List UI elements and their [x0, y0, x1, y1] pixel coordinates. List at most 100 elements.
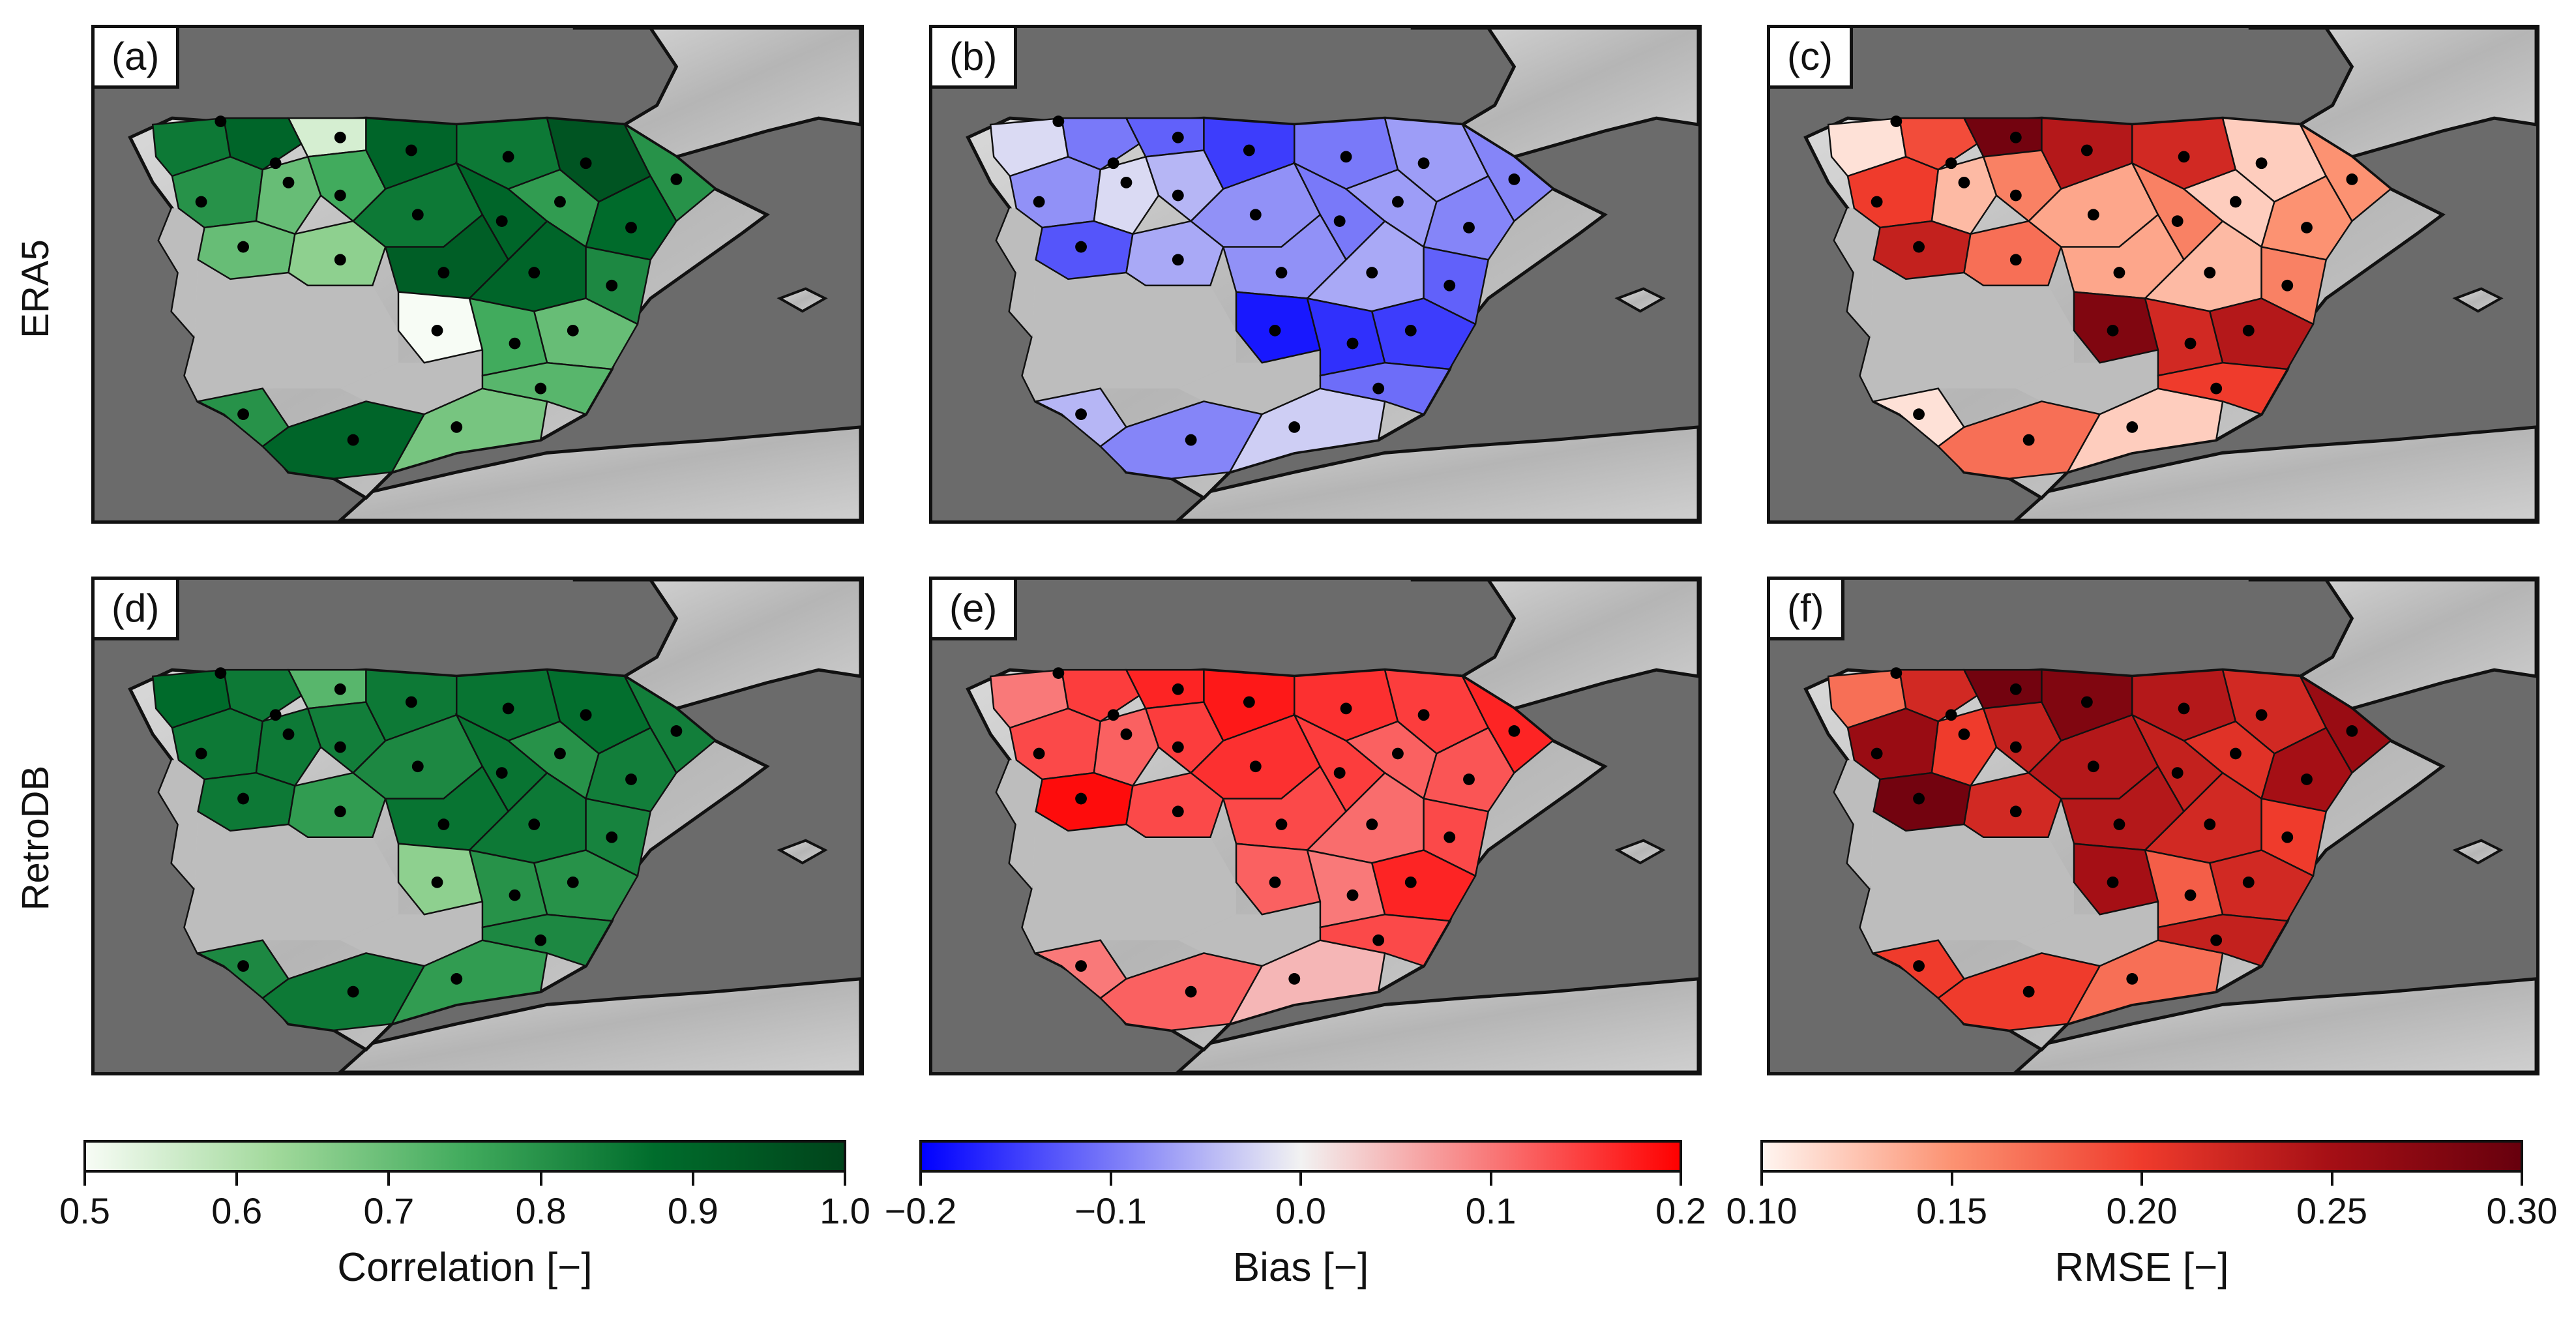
province-region [1370, 849, 1477, 922]
station-dot [334, 805, 346, 818]
colorbar-tick-label: 0.20 [2106, 1190, 2178, 1231]
province-region [1099, 400, 1264, 480]
no-data-region [997, 760, 1043, 889]
station-dot [528, 818, 540, 830]
station-dot [334, 189, 346, 202]
station-dot [1075, 241, 1087, 253]
station-dot [1107, 709, 1119, 721]
station-dot [2242, 324, 2255, 337]
no-data-region [1835, 760, 1880, 889]
colorbar-tick [1299, 1173, 1302, 1186]
colorbar-tick-label: 0.8 [515, 1190, 567, 1231]
station-dot [509, 889, 521, 901]
colorbar-tick-label: 0.1 [1465, 1190, 1517, 1231]
station-dot [502, 151, 514, 163]
colorbar-tick-label: −0.1 [1074, 1190, 1147, 1231]
province-region [585, 727, 677, 813]
balearic-island [777, 839, 828, 865]
province-region [255, 155, 322, 235]
station-dot [1107, 157, 1119, 170]
station-dot [1172, 805, 1184, 818]
no-data-region [2015, 350, 2158, 415]
station-dot [1443, 831, 1456, 843]
station-dot [2009, 683, 2022, 695]
station-dot [1340, 702, 1352, 715]
station-dot [431, 324, 443, 337]
station-dot [1404, 876, 1417, 888]
colorbar-tick [539, 1173, 542, 1186]
station-dot [1269, 324, 1281, 337]
colorbar-tick [2140, 1173, 2143, 1186]
province-region [533, 297, 639, 370]
station-dot [625, 773, 637, 785]
panel-label: (a) [95, 28, 180, 89]
balearic-island [1614, 287, 1666, 313]
province-region [222, 668, 303, 723]
station-dot [2210, 934, 2223, 946]
province-region [1423, 727, 1515, 813]
province-region [1093, 155, 1160, 235]
station-dot [2171, 767, 2184, 779]
station-dot [195, 196, 207, 208]
station-dot [1890, 115, 1902, 127]
no-data-region [1022, 811, 1237, 953]
no-data-region [159, 208, 205, 337]
station-dot [1052, 667, 1065, 679]
no-data-region [1860, 811, 2075, 953]
map-panel-c: (c) [1767, 25, 2539, 524]
station-dot [2107, 876, 2119, 888]
station-dot [670, 173, 683, 185]
station-dot [2009, 805, 2022, 818]
map-svg [1803, 28, 2536, 520]
colorbar-tick [844, 1173, 846, 1186]
station-dot [2080, 144, 2093, 157]
no-data-region [340, 350, 482, 415]
station-dot [282, 728, 295, 740]
station-dot [237, 792, 249, 805]
station-dot [2204, 818, 2216, 830]
station-dot [1275, 818, 1288, 830]
station-dot [554, 747, 566, 760]
map-panel-a: (a) [91, 25, 864, 524]
station-dot [1075, 408, 1087, 421]
station-dot [1913, 792, 1925, 805]
station-dot [1288, 421, 1301, 433]
station-dot [1958, 176, 1970, 188]
province-region [1931, 707, 1998, 787]
colorbar-tick-label: −0.2 [884, 1190, 957, 1231]
colorbar-tick [2521, 1173, 2523, 1186]
africa-landmass [338, 977, 861, 1072]
station-dot [2255, 709, 2268, 721]
map-svg [128, 28, 861, 520]
colorbar-tick [387, 1173, 391, 1186]
station-dot [509, 337, 521, 350]
station-dot [502, 702, 514, 715]
station-dot [1249, 760, 1262, 773]
station-dot [606, 831, 618, 843]
station-dot [2230, 196, 2242, 208]
station-dot [405, 144, 417, 157]
panel-label: (d) [95, 580, 180, 640]
province-region [623, 122, 717, 222]
province-region [2157, 913, 2289, 967]
station-dot [269, 157, 282, 170]
province-region [2260, 175, 2353, 261]
station-dot [1945, 157, 1957, 170]
province-region [1931, 155, 1998, 235]
africa-landmass [2013, 425, 2536, 520]
station-dot [2255, 157, 2268, 170]
colorbar-tick-label: 0.25 [2296, 1190, 2367, 1231]
province-region [222, 117, 303, 171]
station-dot [2080, 696, 2093, 708]
station-dot [606, 279, 618, 292]
station-dot [567, 876, 579, 888]
balearic-island [1614, 839, 1666, 865]
colorbar-tick [83, 1173, 86, 1186]
station-dot [496, 215, 508, 227]
no-data-region [1835, 208, 1880, 337]
province-region [1936, 400, 2101, 480]
station-dot [1288, 973, 1301, 985]
station-dot [1958, 728, 1970, 740]
station-dot [2184, 337, 2197, 350]
colorbar-title: Correlation [−] [337, 1245, 593, 1290]
